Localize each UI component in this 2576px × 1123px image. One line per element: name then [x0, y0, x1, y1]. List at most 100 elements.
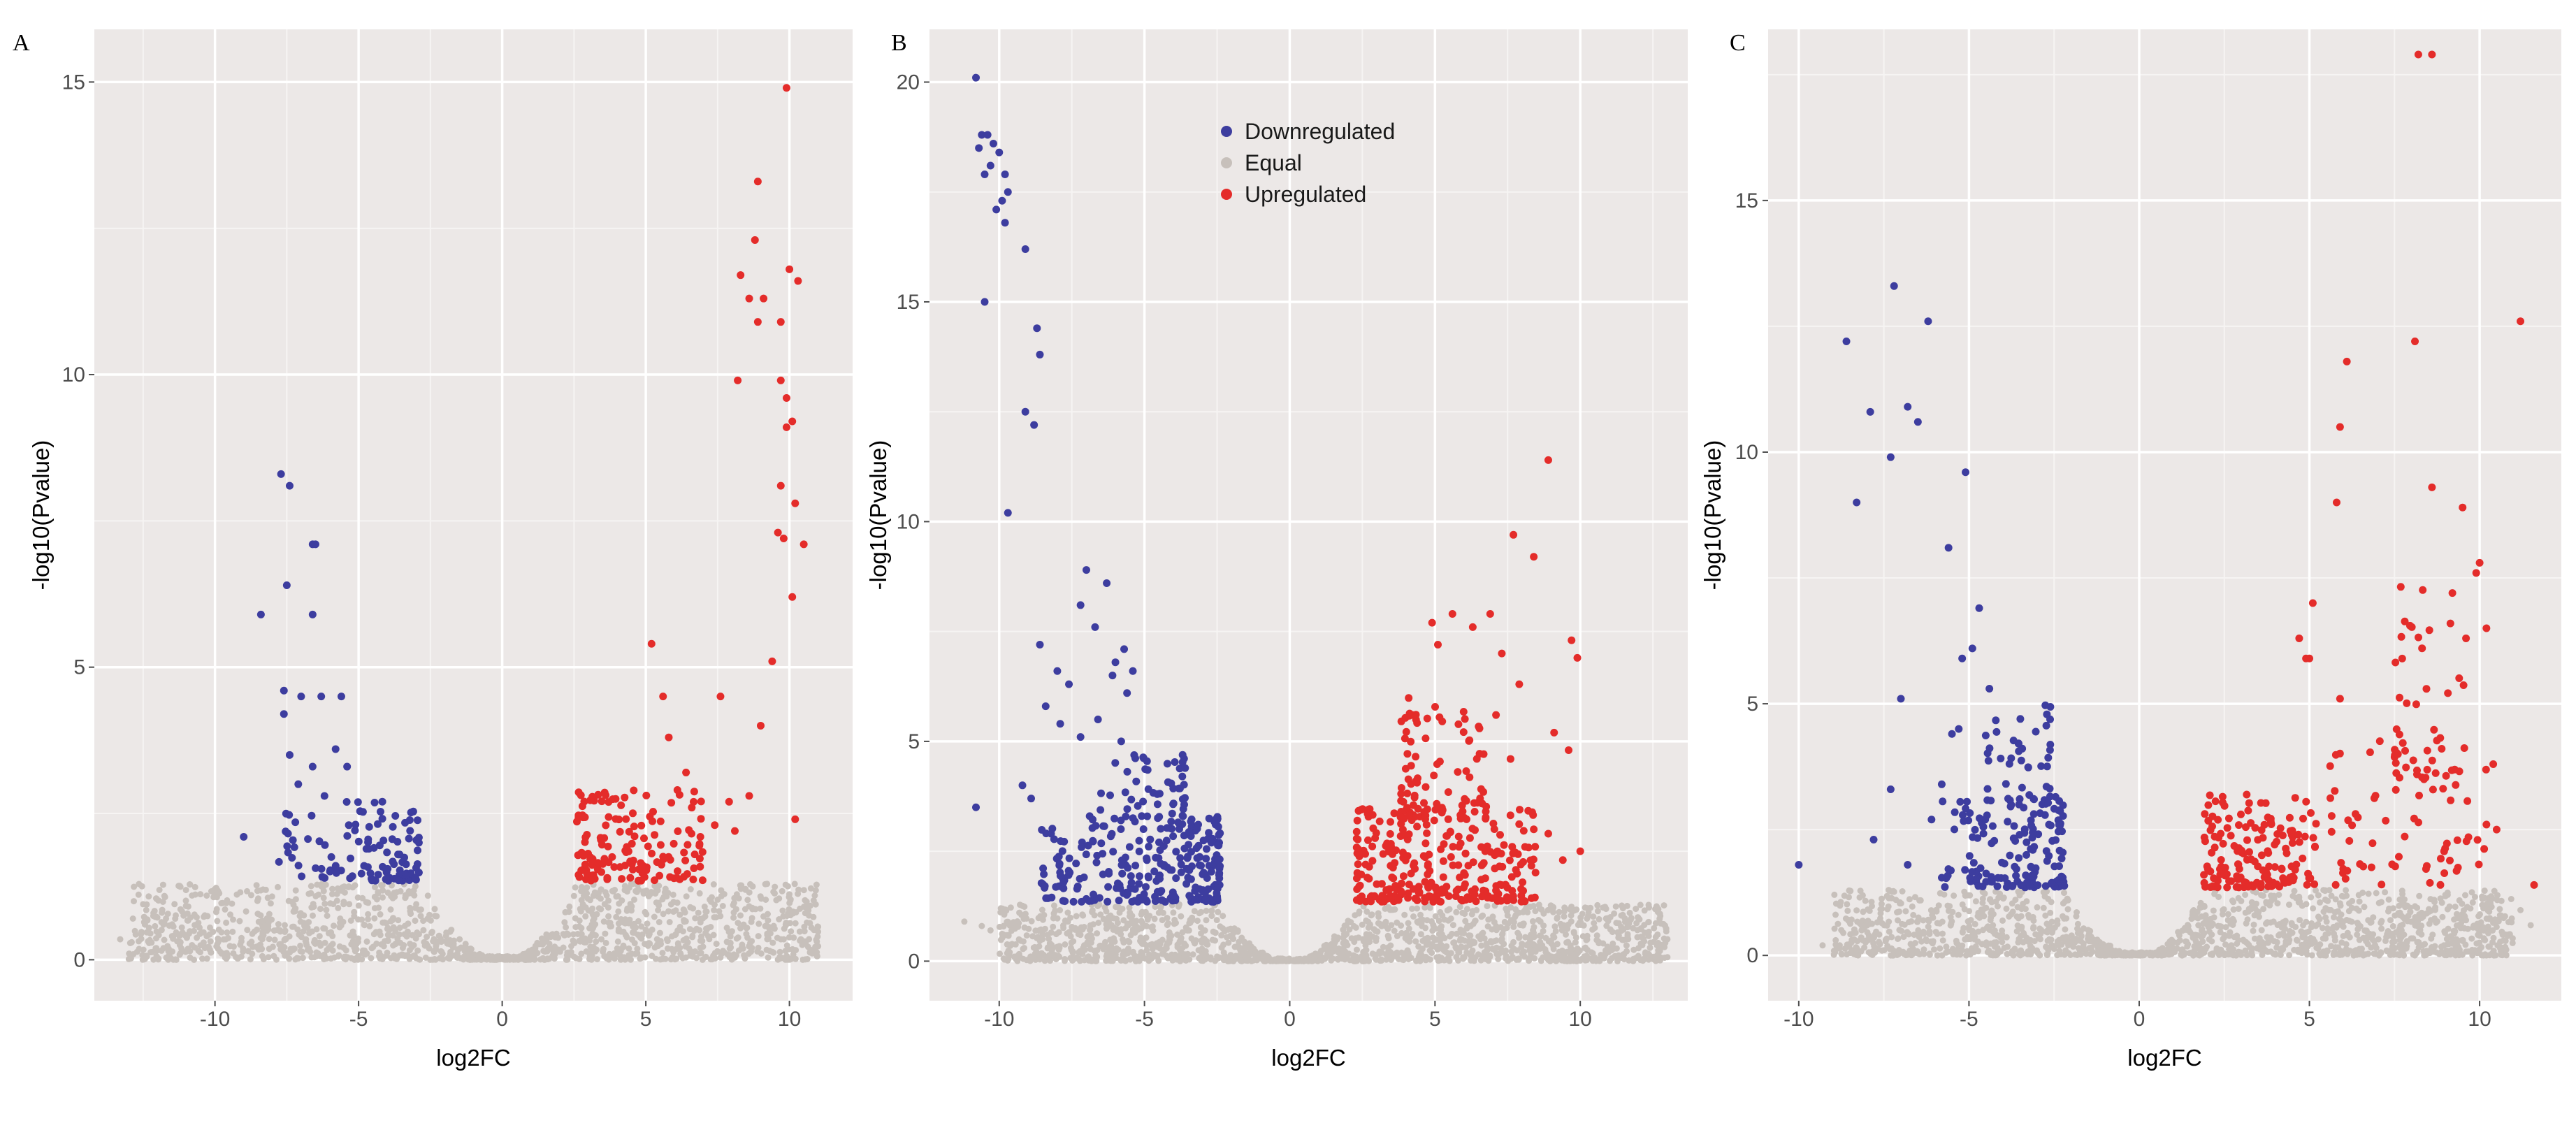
point-upregulated [1402, 727, 1410, 736]
point-downregulated [1061, 897, 1069, 906]
point-equal [665, 890, 672, 897]
point-upregulated [1478, 799, 1486, 808]
point-upregulated [1440, 840, 1448, 848]
point-equal [1055, 946, 1062, 953]
point-equal [1087, 946, 1094, 952]
point-equal [1570, 929, 1577, 936]
point-downregulated [1097, 789, 1105, 797]
point-equal [656, 902, 663, 909]
point-equal [730, 899, 737, 906]
point-equal [1052, 952, 1059, 959]
point-equal [667, 956, 674, 963]
point-downregulated [364, 838, 372, 846]
point-upregulated [635, 876, 643, 885]
point-upregulated [642, 791, 651, 799]
point-upregulated [1443, 832, 1451, 840]
point-equal [746, 903, 753, 910]
point-equal [2289, 929, 2296, 936]
point-equal [407, 911, 414, 918]
point-equal [395, 917, 402, 924]
point-equal [1212, 929, 1219, 936]
point-equal [640, 890, 647, 897]
point-equal [572, 884, 579, 891]
point-equal [1509, 954, 1516, 960]
point-equal [1652, 906, 1658, 913]
point-upregulated [1392, 846, 1400, 855]
point-equal [351, 944, 358, 951]
point-equal [1041, 927, 1048, 934]
point-downregulated [374, 871, 382, 879]
point-equal [145, 893, 152, 900]
point-equal [590, 892, 597, 899]
point-equal [605, 913, 612, 920]
point-equal [296, 932, 303, 938]
point-equal [304, 925, 311, 932]
point-equal [2346, 918, 2353, 925]
point-equal [1284, 957, 1291, 964]
point-equal [1037, 913, 1044, 920]
point-upregulated [1415, 888, 1424, 897]
point-equal [1050, 923, 1057, 930]
point-equal [631, 896, 637, 903]
point-equal [602, 953, 609, 960]
point-upregulated [1530, 553, 1538, 561]
point-equal [1972, 898, 1979, 905]
point-equal [728, 929, 735, 936]
point-equal [719, 903, 726, 909]
point-equal [695, 909, 702, 916]
point-downregulated [1129, 667, 1137, 675]
point-downregulated [1099, 822, 1108, 830]
point-equal [644, 920, 651, 927]
point-downregulated [1041, 882, 1049, 890]
point-equal [961, 918, 968, 925]
point-downregulated [1134, 802, 1142, 810]
point-equal [1528, 950, 1535, 957]
point-equal [1484, 903, 1491, 910]
point-upregulated [1353, 816, 1361, 825]
point-downregulated [1135, 847, 1143, 855]
point-upregulated [1448, 610, 1456, 618]
point-equal [271, 936, 278, 943]
point-upregulated [1364, 813, 1373, 821]
point-downregulated [317, 864, 326, 873]
point-upregulated [1509, 892, 1517, 900]
point-equal [765, 954, 772, 961]
point-equal [1267, 957, 1274, 964]
point-equal [578, 930, 585, 937]
point-downregulated [1116, 884, 1124, 892]
point-upregulated [1462, 767, 1470, 775]
point-downregulated [326, 867, 334, 876]
point-equal [563, 924, 570, 931]
point-equal [776, 916, 783, 922]
point-upregulated [711, 821, 719, 829]
point-equal [1660, 920, 1667, 927]
point-equal [1561, 913, 1568, 920]
point-upregulated [1506, 755, 1514, 763]
point-equal [1079, 950, 1086, 957]
point-downregulated [374, 820, 382, 828]
point-equal [164, 911, 171, 918]
point-equal [1378, 956, 1384, 963]
point-equal [600, 918, 607, 925]
point-equal [307, 890, 314, 897]
point-equal [1609, 929, 1616, 936]
point-downregulated [1155, 838, 1163, 846]
point-equal [1203, 907, 1210, 914]
point-equal [131, 927, 138, 934]
point-equal [630, 881, 637, 887]
point-equal [1373, 934, 1380, 941]
point-equal [384, 925, 391, 932]
point-equal [1939, 937, 1946, 944]
point-equal [363, 938, 370, 945]
point-equal [1419, 946, 1426, 952]
point-equal [2023, 898, 2030, 905]
point-downregulated [291, 818, 300, 827]
y-tick-label: 5 [73, 656, 85, 679]
point-equal [730, 914, 737, 921]
point-equal [560, 931, 567, 938]
point-equal [1584, 915, 1591, 922]
point-downregulated [1181, 764, 1189, 772]
point-equal [405, 920, 412, 927]
point-equal [253, 882, 260, 889]
point-equal [711, 950, 718, 957]
